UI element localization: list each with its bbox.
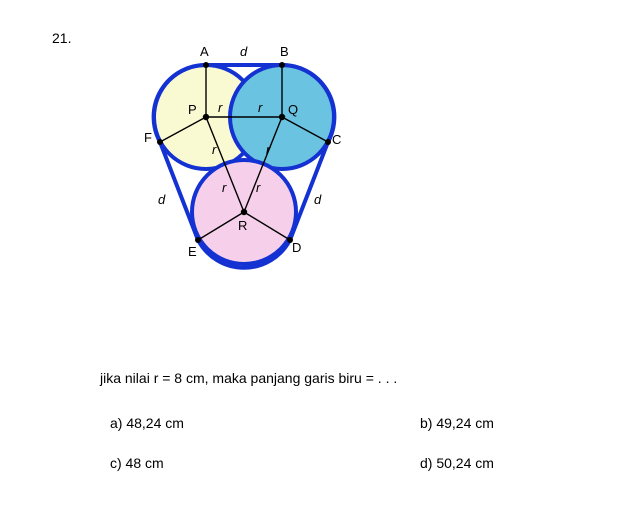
- label-c: C: [332, 132, 341, 147]
- geometry-diagram: A B C D E F P Q R d d d r r r r r r: [100, 22, 380, 312]
- diagram-svg: [100, 22, 380, 312]
- label-d-right: d: [314, 192, 321, 207]
- label-r-qr-bot: r: [256, 180, 260, 195]
- answer-d[interactable]: d) 50,24 cm: [420, 455, 494, 471]
- label-d-point: D: [292, 240, 301, 255]
- answer-a[interactable]: a) 48,24 cm: [110, 415, 184, 431]
- label-a: A: [200, 44, 209, 59]
- label-r-qr-top: r: [266, 142, 270, 157]
- label-p: P: [188, 102, 197, 117]
- label-b: B: [280, 44, 289, 59]
- label-r-pq-left: r: [218, 100, 222, 115]
- label-d-top: d: [240, 44, 247, 59]
- label-r-pq-right: r: [258, 100, 262, 115]
- answer-c[interactable]: c) 48 cm: [110, 455, 164, 471]
- label-r-pr-bot: r: [222, 180, 226, 195]
- label-r-pr-top: r: [212, 142, 216, 157]
- label-r-center: R: [238, 218, 247, 233]
- question-text: jika nilai r = 8 cm, maka panjang garis …: [100, 370, 397, 386]
- question-number: 21.: [52, 30, 71, 46]
- label-d-left: d: [158, 192, 165, 207]
- answer-b[interactable]: b) 49,24 cm: [420, 415, 494, 431]
- label-e: E: [188, 244, 197, 259]
- page: 21.: [0, 0, 628, 506]
- label-q: Q: [288, 102, 298, 117]
- label-f: F: [144, 130, 152, 145]
